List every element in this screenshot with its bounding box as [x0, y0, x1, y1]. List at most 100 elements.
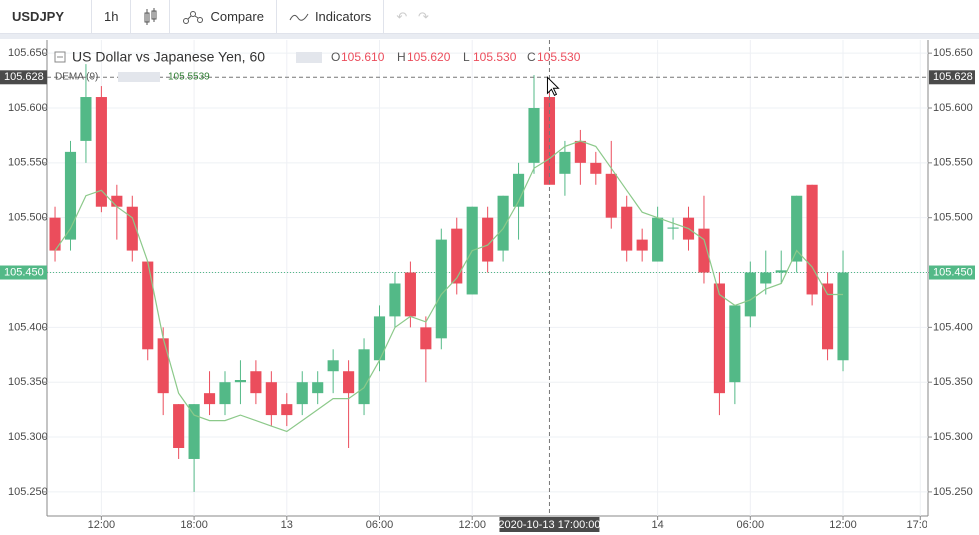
y-tick-label: 105.250 [933, 486, 973, 498]
candle-body [173, 404, 185, 448]
candle-body [729, 305, 741, 383]
candle-body [95, 97, 107, 207]
y-tick-label: 105.600 [8, 102, 48, 114]
y-tick-label: 105.500 [8, 212, 48, 224]
ohlc-value: 105.530 [473, 50, 517, 64]
candle-body [451, 228, 463, 284]
candle-body [234, 380, 247, 383]
candle-body [373, 316, 386, 361]
chart-style[interactable] [131, 0, 171, 34]
candle-body [358, 349, 370, 405]
undo-redo[interactable]: ↶ ↷ [396, 8, 429, 24]
candle-icon [144, 7, 157, 25]
candle-body [203, 393, 216, 405]
x-tick-label: 06:00 [737, 519, 765, 531]
candle-body [281, 404, 293, 416]
crosshair-price: 105.628 [4, 71, 44, 83]
y-tick-label: 105.500 [933, 212, 973, 224]
legend-title: US Dollar vs Japanese Yen, 60 [72, 49, 265, 65]
candle-body [327, 360, 339, 372]
candle-body [265, 382, 277, 416]
candle-body [822, 283, 834, 350]
candle-body [250, 371, 262, 394]
ohlc-value: 105.620 [407, 50, 451, 64]
y-tick-label: 105.400 [933, 321, 973, 333]
x-tick-label: 17:00 [907, 519, 935, 531]
candle-body [126, 206, 138, 251]
candle-body [219, 382, 231, 405]
candle-body [435, 239, 447, 339]
crosshair-price: 105.628 [933, 71, 973, 83]
x-tick-label: 12:00 [458, 519, 486, 531]
indicators[interactable]: Indicators [277, 0, 385, 34]
y-tick-label: 105.650 [933, 47, 973, 59]
candle-body [837, 272, 849, 361]
candle-body [142, 261, 154, 350]
legend-icons [296, 52, 322, 63]
interval[interactable]: 1h [92, 0, 132, 34]
candle-body [404, 272, 416, 317]
candle-body [389, 283, 401, 317]
ohlc-value: 105.530 [537, 50, 581, 64]
candle-body [512, 173, 525, 207]
candle-body [574, 140, 586, 163]
ohlc-label: H [397, 50, 406, 64]
candle-body [497, 195, 509, 251]
candle-body [713, 283, 725, 394]
candle-body [157, 338, 169, 394]
candle-body [791, 195, 803, 262]
compare-text: Compare [210, 9, 264, 24]
indicator-line [54, 140, 843, 433]
crosshair-price-bg [929, 70, 975, 85]
ohlc-value: 105.610 [341, 50, 385, 64]
candle-body [667, 227, 679, 229]
candle-body [64, 151, 77, 240]
candle-body [775, 270, 787, 273]
y-tick-label: 105.550 [933, 157, 973, 169]
y-tick-label: 105.350 [933, 376, 973, 388]
crosshair-time-bg [499, 517, 600, 532]
candle-body [806, 184, 818, 295]
candle-body [744, 272, 756, 317]
candle-body [760, 272, 772, 284]
last-price-bg [929, 265, 975, 280]
indicator-value: 105.5539 [168, 72, 210, 83]
y-tick-label: 105.650 [8, 47, 48, 59]
indicator-icons [118, 72, 160, 82]
last-price: 105.450 [4, 266, 44, 278]
candle-body [343, 371, 355, 394]
last-price-bg [0, 265, 47, 280]
toolbar: USDJPY 1h Compare Indicators ↶ ↷ [0, 0, 979, 34]
candle-body [482, 217, 494, 262]
y-tick-label: 105.350 [8, 376, 48, 388]
ohlc-label: O [331, 50, 340, 64]
indicators-icon [289, 13, 309, 21]
x-tick-label: 06:00 [366, 519, 394, 531]
y-tick-label: 105.250 [8, 486, 48, 498]
symbol[interactable]: USDJPY [0, 0, 92, 34]
candle-body [590, 162, 602, 174]
y-tick-label: 105.550 [8, 157, 48, 169]
compare-icon [183, 10, 204, 24]
cursor [546, 76, 560, 96]
candle-body [49, 217, 61, 251]
candle-body [652, 217, 664, 262]
candle-body [188, 404, 200, 459]
interval-text: 1h [104, 9, 119, 24]
candle-body [80, 97, 92, 141]
x-tick-label: 13 [281, 519, 293, 531]
candle-body [528, 108, 540, 163]
y-tick-label: 105.400 [8, 321, 48, 333]
candle-body [296, 382, 308, 405]
y-tick-label: 105.300 [933, 431, 973, 443]
candle-body [420, 327, 432, 350]
last-price: 105.450 [933, 266, 973, 278]
crosshair-price-bg [0, 70, 47, 85]
candle-body [559, 151, 571, 174]
separator [0, 34, 979, 39]
y-tick-label: 105.300 [8, 431, 48, 443]
candle-body [621, 206, 633, 251]
compare[interactable]: Compare [170, 0, 277, 34]
ohlc-label: L [463, 50, 470, 64]
candle-body [605, 173, 617, 218]
